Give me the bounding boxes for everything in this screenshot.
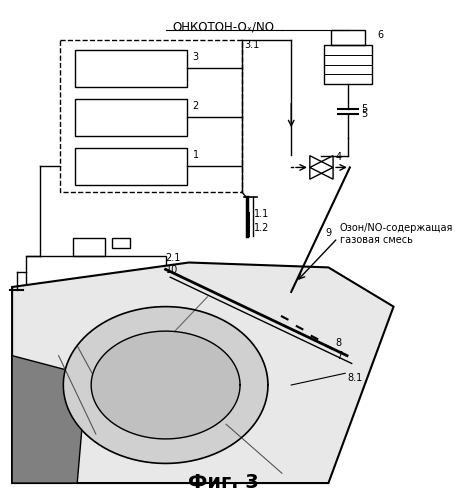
Bar <box>61 40 242 192</box>
Text: ОНКОТОН-Oₓ/NO: ОНКОТОН-Oₓ/NO <box>172 20 274 33</box>
Text: Фиг. 3: Фиг. 3 <box>188 473 259 492</box>
Text: 1: 1 <box>193 150 199 160</box>
Polygon shape <box>12 262 394 483</box>
Text: 8: 8 <box>336 338 342 348</box>
Bar <box>26 255 166 290</box>
Text: 8.1: 8.1 <box>347 373 362 383</box>
Text: 1.2: 1.2 <box>254 223 269 234</box>
Text: 7: 7 <box>336 351 342 361</box>
Text: 5: 5 <box>361 104 367 114</box>
Bar <box>72 238 105 255</box>
Bar <box>75 99 187 136</box>
Bar <box>75 148 187 185</box>
Text: 10: 10 <box>166 265 178 275</box>
Bar <box>112 238 130 248</box>
Text: газовая смесь: газовая смесь <box>340 235 412 245</box>
Text: 9: 9 <box>325 228 332 238</box>
Text: 4: 4 <box>336 152 342 162</box>
Text: 2.1: 2.1 <box>166 252 181 262</box>
Polygon shape <box>12 356 87 483</box>
Bar <box>331 30 365 45</box>
Text: 3.1: 3.1 <box>245 40 260 50</box>
Text: 1.1: 1.1 <box>254 209 269 219</box>
Text: 3: 3 <box>193 52 199 62</box>
Text: 2: 2 <box>193 101 199 111</box>
Polygon shape <box>91 331 240 439</box>
Text: 5: 5 <box>361 109 367 119</box>
Bar <box>75 50 187 87</box>
Bar <box>324 45 372 84</box>
Polygon shape <box>63 306 268 464</box>
Text: 6: 6 <box>378 30 384 40</box>
Text: Озон/NO-содержащая: Озон/NO-содержащая <box>340 223 453 234</box>
